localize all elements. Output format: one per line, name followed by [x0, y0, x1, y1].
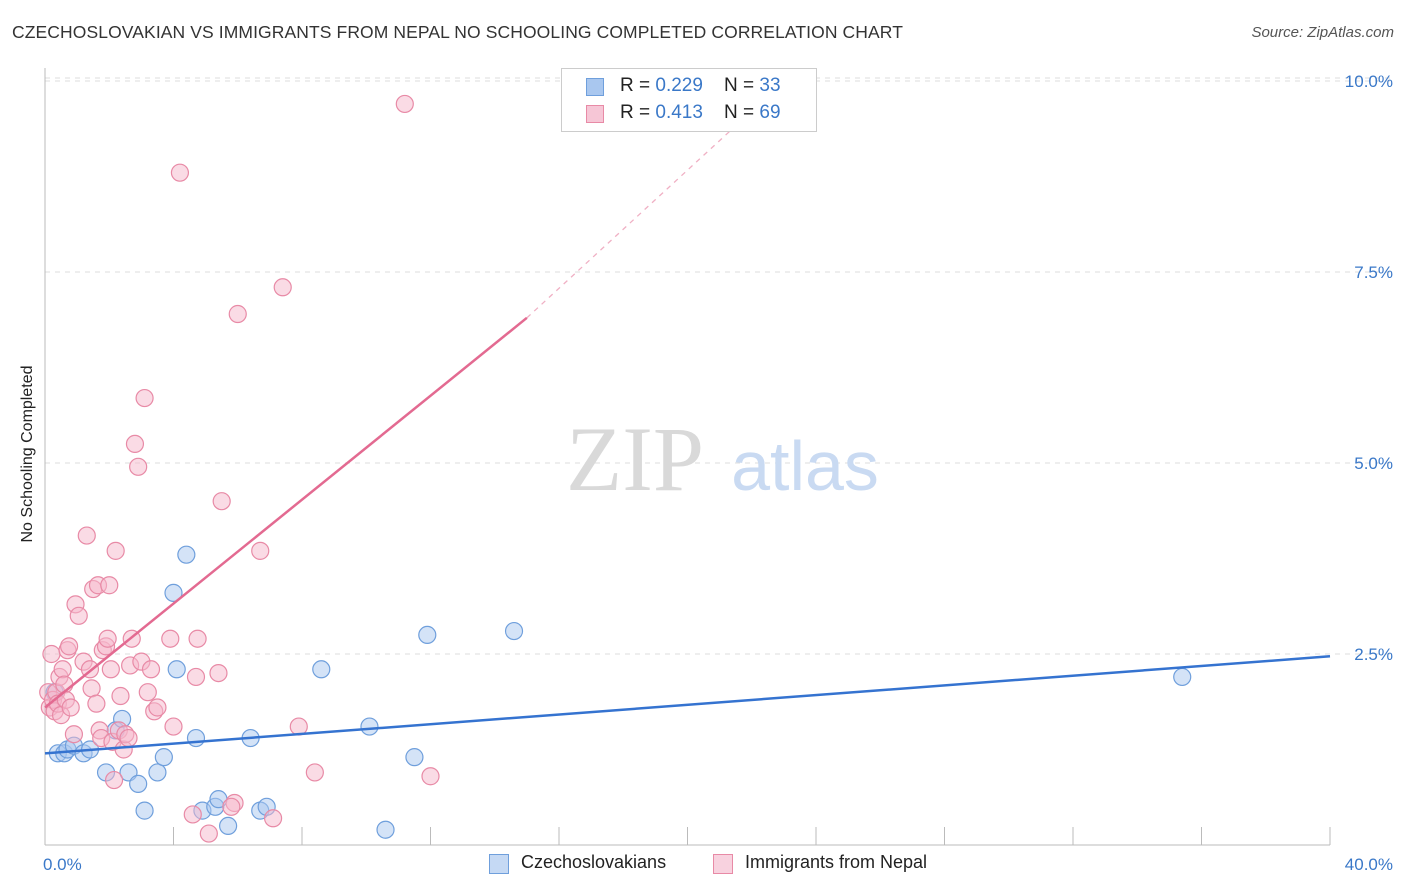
- point-nepal: [129, 457, 148, 476]
- legend-text: R = 0.229 N = 33: [620, 75, 781, 97]
- point-nepal: [228, 304, 247, 324]
- point-czechoslovakians: [504, 621, 524, 641]
- point-nepal: [125, 434, 145, 453]
- point-nepal: [212, 492, 231, 511]
- point-nepal: [69, 606, 88, 625]
- chart-title: CZECHOSLOVAKIAN VS IMMIGRANTS FROM NEPAL…: [12, 22, 903, 42]
- point-nepal: [395, 94, 414, 114]
- point-nepal: [42, 644, 61, 664]
- point-nepal: [183, 805, 202, 824]
- trend-layer: [44, 95, 1331, 755]
- source-label: Source: ZipAtlas.com: [1251, 24, 1394, 41]
- point-nepal: [101, 660, 120, 679]
- point-nepal: [251, 541, 270, 560]
- point-nepal: [53, 660, 72, 679]
- point-czechoslovakians: [186, 728, 206, 748]
- point-czechoslovakians: [148, 763, 167, 782]
- tick-labels: 2.5% 5.0% 7.5% 10.0% 0.0% 40.0%: [43, 72, 1393, 874]
- bottom-legend-swatch-blue: [489, 854, 509, 874]
- point-nepal: [98, 629, 117, 648]
- legend-r-label: R =: [620, 75, 656, 96]
- point-nepal: [119, 728, 138, 748]
- point-nepal: [106, 541, 125, 560]
- point-nepal: [222, 797, 241, 816]
- point-nepal: [59, 637, 79, 656]
- legend-text: R = 0.413 N = 69: [620, 102, 781, 124]
- point-nepal: [138, 683, 157, 702]
- point-czechoslovakians: [360, 717, 379, 736]
- axis-layer: [44, 68, 1331, 846]
- point-nepal: [148, 698, 167, 717]
- point-czechoslovakians: [219, 816, 238, 836]
- point-nepal: [82, 679, 101, 698]
- legend-r-value: 0.413: [655, 102, 703, 123]
- point-nepal: [199, 824, 218, 843]
- legend-n-label: N =: [724, 102, 760, 123]
- legend-swatch-blue: [586, 78, 604, 96]
- point-nepal: [61, 698, 80, 717]
- point-czechoslovakians: [405, 748, 424, 767]
- point-czechoslovakians: [376, 820, 395, 839]
- point-nepal: [87, 694, 106, 713]
- watermark: ZIP atlas: [566, 408, 879, 510]
- watermark-zip: ZIP: [566, 408, 704, 510]
- legend-n-value: 69: [759, 102, 781, 123]
- legend-n-value: 33: [759, 75, 781, 96]
- point-nepal: [77, 526, 96, 545]
- point-nepal: [305, 763, 324, 782]
- y-tick-label: 5.0%: [1354, 454, 1393, 473]
- point-nepal: [141, 660, 161, 679]
- point-nepal: [111, 686, 130, 706]
- legend-r-label: R =: [620, 102, 656, 123]
- point-nepal: [161, 629, 180, 648]
- legend-n-label: N =: [724, 75, 760, 96]
- point-czechoslovakians: [154, 748, 173, 767]
- legend-r-value: 0.229: [655, 75, 703, 96]
- x-tick-label: 0.0%: [43, 855, 82, 874]
- point-nepal: [170, 163, 190, 182]
- y-axis-label: No Schooling Completed: [19, 365, 36, 543]
- legend: R = 0.229 N = 33 R = 0.413 N = 69: [561, 68, 817, 132]
- point-czechoslovakians: [135, 801, 154, 820]
- y-tick-label: 7.5%: [1354, 263, 1393, 282]
- point-nepal: [421, 767, 440, 786]
- point-nepal: [164, 717, 183, 736]
- y-tick-label: 2.5%: [1354, 645, 1393, 664]
- grid-layer: [45, 77, 1395, 655]
- point-czechoslovakians: [177, 545, 196, 564]
- trendline-czechoslovakians: [44, 655, 1331, 755]
- y-tick-label: 10.0%: [1345, 72, 1393, 91]
- watermark-atlas: atlas: [731, 427, 879, 505]
- point-nepal: [209, 663, 228, 683]
- point-czechoslovakians: [418, 625, 437, 645]
- point-nepal: [188, 629, 207, 648]
- point-czechoslovakians: [1173, 667, 1192, 687]
- trendline-nepal: [44, 316, 528, 709]
- bottom-legend-label: Czechoslovakians: [521, 852, 667, 872]
- trendline-nepal-extension: [526, 95, 769, 319]
- point-nepal: [273, 278, 292, 297]
- point-nepal: [64, 725, 84, 744]
- point-nepal: [263, 809, 283, 828]
- legend-swatch-pink: [586, 105, 604, 123]
- point-nepal: [135, 388, 154, 408]
- point-nepal: [100, 576, 119, 595]
- bottom-legend-swatch-pink: [713, 854, 733, 874]
- bottom-legend-label: Immigrants from Nepal: [745, 852, 928, 872]
- x-tick-label: 40.0%: [1345, 855, 1393, 874]
- point-czechoslovakians: [164, 583, 183, 602]
- point-czechoslovakians: [167, 660, 186, 679]
- point-czechoslovakians: [312, 660, 331, 679]
- point-nepal: [104, 770, 124, 790]
- point-czechoslovakians: [129, 774, 148, 793]
- point-nepal: [186, 667, 206, 687]
